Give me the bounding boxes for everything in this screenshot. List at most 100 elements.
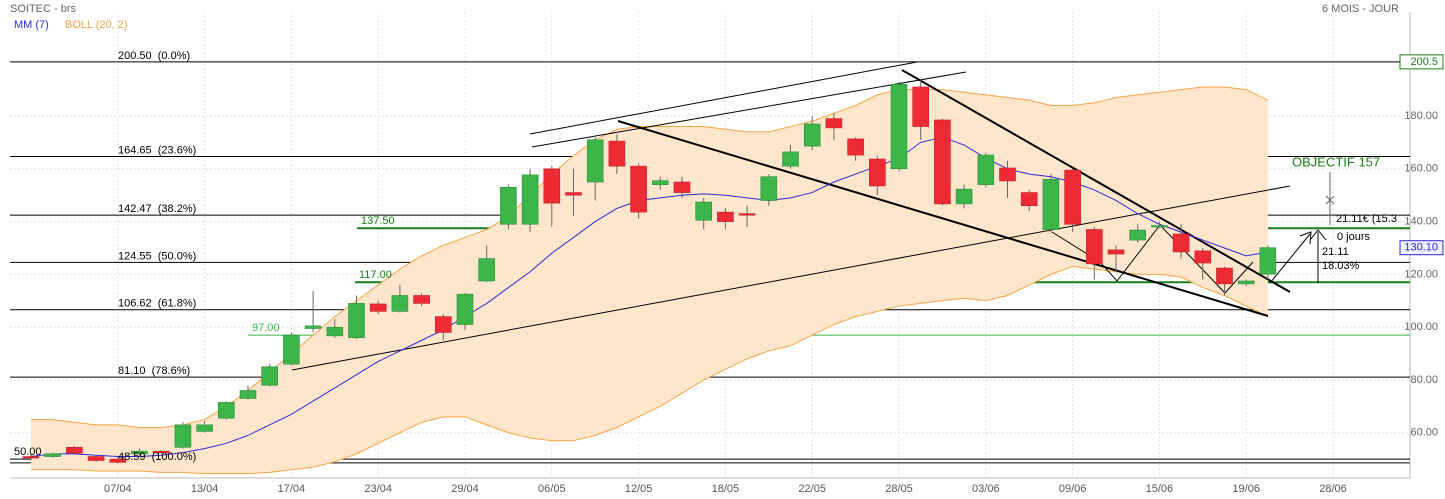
candle-body bbox=[413, 295, 430, 304]
candle-body bbox=[912, 86, 930, 127]
measure-text: 18.03% bbox=[1322, 260, 1360, 272]
candle-body bbox=[586, 139, 604, 183]
candle-body bbox=[999, 167, 1016, 182]
candle-body bbox=[478, 258, 496, 282]
y-tick-label: 60.00 bbox=[1410, 427, 1438, 439]
candle-body bbox=[825, 118, 843, 129]
level-label: 137.50 bbox=[361, 215, 395, 227]
candle-body bbox=[304, 325, 322, 329]
fib-label: 106.62 (61.8%) bbox=[118, 298, 196, 310]
candle-body bbox=[391, 295, 409, 312]
candle-body bbox=[456, 293, 474, 325]
candle-body bbox=[174, 424, 192, 448]
period: 6 MOIS - JOUR bbox=[1322, 3, 1399, 15]
y-tick-label: 160.00 bbox=[1404, 163, 1438, 175]
candle-body bbox=[695, 201, 713, 221]
candle-body bbox=[934, 119, 951, 205]
candle-body bbox=[565, 192, 582, 196]
candle-body bbox=[348, 303, 365, 339]
candle-body bbox=[1172, 233, 1190, 253]
x-tick-label: 28/06 bbox=[1319, 483, 1347, 495]
candle-body bbox=[803, 123, 821, 147]
x-tick-label: 09/06 bbox=[1059, 483, 1087, 495]
candle-body bbox=[131, 450, 148, 455]
candle-body bbox=[1194, 250, 1212, 264]
x-tick-label: 18/05 bbox=[712, 483, 740, 495]
measure-text: 21.11 bbox=[1322, 246, 1349, 258]
trend-line bbox=[901, 69, 1291, 293]
y-tick-label: 140.00 bbox=[1404, 215, 1438, 227]
x-tick-label: 29/04 bbox=[451, 483, 479, 495]
title: SOITEC - brs bbox=[10, 3, 77, 15]
candle-body bbox=[608, 140, 626, 167]
candle-body bbox=[1107, 249, 1125, 255]
bollinger-fill bbox=[31, 86, 1268, 474]
candle-body bbox=[239, 390, 257, 399]
candle-body bbox=[782, 151, 799, 167]
candle-body bbox=[22, 456, 40, 459]
legend-ma: MM (7) bbox=[14, 19, 49, 31]
candle-body bbox=[326, 326, 344, 337]
x-tick-label: 03/06 bbox=[972, 483, 1000, 495]
x-tick-label: 28/05 bbox=[885, 483, 913, 495]
x-tick-label: 12/05 bbox=[625, 483, 653, 495]
candle-body bbox=[630, 165, 647, 213]
candle-body bbox=[1151, 225, 1168, 228]
candle-body bbox=[152, 450, 170, 454]
cross-marker bbox=[1325, 195, 1335, 205]
candle-body bbox=[1042, 179, 1060, 230]
price-marker-label: 200.5 bbox=[1410, 56, 1438, 68]
measure-head bbox=[1309, 229, 1327, 241]
bollinger-lower bbox=[31, 265, 1269, 475]
candle-body bbox=[218, 402, 235, 419]
candle-body bbox=[760, 176, 778, 201]
candle-body bbox=[1259, 247, 1277, 275]
y-tick-label: 80.00 bbox=[1410, 374, 1438, 386]
legend-boll: BOLL (20, 2) bbox=[65, 19, 128, 31]
candle-body bbox=[738, 213, 756, 216]
candle-body bbox=[44, 453, 62, 457]
candle-body bbox=[1216, 267, 1233, 285]
candle-body bbox=[196, 424, 213, 432]
candle-body bbox=[87, 456, 105, 461]
candle-body bbox=[955, 188, 973, 205]
candle-body bbox=[434, 316, 452, 333]
y-tick-label: 100.00 bbox=[1404, 321, 1438, 333]
price-marker bbox=[1399, 240, 1444, 256]
measure-text: 0 jours bbox=[1337, 231, 1371, 243]
trend-line bbox=[291, 185, 1291, 371]
candle-body bbox=[500, 186, 517, 225]
x-tick-label: 23/04 bbox=[364, 483, 392, 495]
candles bbox=[22, 79, 1277, 464]
candle-body bbox=[651, 180, 669, 185]
fib-label: 48.59 (100.0%) bbox=[118, 451, 196, 463]
candle-body bbox=[847, 138, 864, 156]
x-tick-label: 15/06 bbox=[1146, 483, 1174, 495]
x-tick-label: 06/05 bbox=[538, 483, 566, 495]
y-tick-label: 180.00 bbox=[1404, 110, 1438, 122]
x-tick-label: 07/04 bbox=[104, 483, 132, 495]
x-tick-label: 22/05 bbox=[798, 483, 826, 495]
candle-body bbox=[1237, 280, 1255, 285]
level-label: 117.00 bbox=[359, 269, 392, 281]
candle-body bbox=[890, 84, 908, 170]
x-tick-label: 19/06 bbox=[1232, 483, 1260, 495]
candle-body bbox=[521, 174, 539, 225]
level-label: 50.00 bbox=[14, 446, 42, 458]
measure-text: 21.11€ (15.3 bbox=[1336, 213, 1397, 225]
x-tick-label: 13/04 bbox=[191, 483, 219, 495]
candle-body bbox=[1064, 169, 1081, 225]
candle-body bbox=[1129, 229, 1146, 241]
level-label: 97.00 bbox=[252, 322, 280, 334]
fib-label: 142.47 (38.2%) bbox=[118, 203, 196, 215]
objective: OBJECTIF 157 bbox=[1292, 154, 1380, 169]
candle-body bbox=[66, 446, 83, 454]
fib-label: 81.10 (78.6%) bbox=[118, 365, 190, 377]
candle-body bbox=[1020, 192, 1038, 207]
moving-average bbox=[30, 136, 1268, 458]
candle-body bbox=[1086, 229, 1103, 265]
arrow bbox=[1269, 233, 1311, 284]
candle-body bbox=[977, 154, 995, 185]
fib-label: 124.55 (50.0%) bbox=[118, 250, 196, 262]
